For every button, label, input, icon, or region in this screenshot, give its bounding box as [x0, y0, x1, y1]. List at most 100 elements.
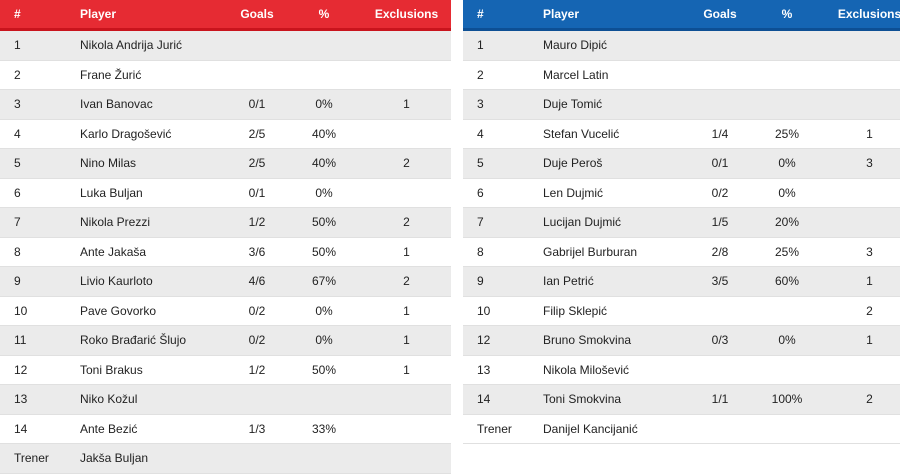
- home-team-stats-table: # Player Goals % Exclusions 1 Nikola Andr…: [0, 0, 451, 474]
- player-goals: 1/2: [228, 207, 286, 238]
- player-exclusions: 2: [825, 296, 900, 326]
- player-exclusions: 3: [825, 237, 900, 267]
- player-percent: 25%: [749, 237, 825, 267]
- player-name: Nino Milas: [80, 148, 228, 179]
- player-exclusions: 1: [825, 119, 900, 149]
- table-row: 10 Filip Sklepić 2: [463, 296, 900, 326]
- player-percent: [749, 355, 825, 385]
- player-percent: 25%: [749, 119, 825, 149]
- player-name: Duje Peroš: [543, 148, 691, 179]
- player-number: 2: [0, 60, 80, 90]
- player-number: 12: [0, 355, 80, 385]
- player-name: Niko Kožul: [80, 384, 228, 415]
- header-player[interactable]: Player: [543, 0, 691, 31]
- player-name: Toni Smokvina: [543, 384, 691, 415]
- header-percent[interactable]: %: [749, 0, 825, 31]
- player-goals: 1/5: [691, 207, 749, 238]
- player-name: Bruno Smokvina: [543, 325, 691, 356]
- player-number: 3: [463, 89, 543, 120]
- table-row: 4 Karlo Dragošević 2/5 40%: [0, 119, 451, 149]
- player-exclusions: [362, 178, 451, 208]
- table-row: 8 Gabrijel Burburan 2/8 25% 3: [463, 237, 900, 267]
- table-row: 12 Bruno Smokvina 0/3 0% 1: [463, 325, 900, 356]
- player-name: Filip Sklepić: [543, 296, 691, 326]
- player-percent: 33%: [286, 414, 362, 444]
- player-goals: 0/2: [691, 178, 749, 208]
- player-number: 8: [0, 237, 80, 267]
- player-name: Marcel Latin: [543, 60, 691, 90]
- header-number[interactable]: #: [0, 0, 80, 31]
- table-row: 8 Ante Jakaša 3/6 50% 1: [0, 237, 451, 267]
- table-row: 14 Toni Smokvina 1/1 100% 2: [463, 384, 900, 415]
- player-name: Frane Žurić: [80, 60, 228, 90]
- player-number: 4: [0, 119, 80, 149]
- player-goals: [228, 29, 286, 61]
- player-exclusions: 3: [825, 148, 900, 179]
- player-name: Gabrijel Burburan: [543, 237, 691, 267]
- player-goals: 1/1: [691, 384, 749, 415]
- player-name: Nikola Andrija Jurić: [80, 29, 228, 61]
- header-goals[interactable]: Goals: [691, 0, 749, 31]
- table-row: 2 Frane Žurić: [0, 60, 451, 90]
- table-row: 6 Len Dujmić 0/2 0%: [463, 178, 900, 208]
- table-row: Trener Jakša Buljan: [0, 443, 451, 474]
- table-row: 3 Duje Tomić: [463, 89, 900, 120]
- player-exclusions: 1: [362, 89, 451, 120]
- header-exclusions[interactable]: Exclusions: [362, 0, 451, 31]
- player-exclusions: 1: [362, 237, 451, 267]
- player-percent: 0%: [286, 178, 362, 208]
- player-number: 3: [0, 89, 80, 120]
- player-number: 9: [0, 266, 80, 297]
- player-name: Jakša Buljan: [80, 443, 228, 474]
- table-row: 13 Niko Kožul: [0, 384, 451, 415]
- header-number[interactable]: #: [463, 0, 543, 31]
- player-exclusions: [362, 119, 451, 149]
- player-goals: [691, 89, 749, 120]
- away-table-header: # Player Goals % Exclusions: [463, 0, 900, 31]
- player-number: 7: [463, 207, 543, 238]
- player-exclusions: [362, 60, 451, 90]
- player-goals: [691, 414, 749, 444]
- player-goals: 0/1: [691, 148, 749, 179]
- player-percent: 0%: [286, 89, 362, 120]
- player-exclusions: [825, 29, 900, 61]
- player-exclusions: 2: [362, 207, 451, 238]
- player-percent: [286, 29, 362, 61]
- player-percent: 0%: [749, 148, 825, 179]
- player-exclusions: [362, 443, 451, 474]
- player-exclusions: [825, 89, 900, 120]
- player-percent: 67%: [286, 266, 362, 297]
- player-percent: 50%: [286, 355, 362, 385]
- player-number: 5: [0, 148, 80, 179]
- player-percent: [286, 60, 362, 90]
- player-goals: 0/1: [228, 178, 286, 208]
- player-percent: [749, 296, 825, 326]
- player-name: Pave Govorko: [80, 296, 228, 326]
- header-exclusions[interactable]: Exclusions: [825, 0, 900, 31]
- player-name: Len Dujmić: [543, 178, 691, 208]
- header-goals[interactable]: Goals: [228, 0, 286, 31]
- player-percent: 0%: [286, 296, 362, 326]
- table-row: 12 Toni Brakus 1/2 50% 1: [0, 355, 451, 385]
- player-exclusions: [825, 207, 900, 238]
- header-player[interactable]: Player: [80, 0, 228, 31]
- header-percent[interactable]: %: [286, 0, 362, 31]
- player-number: 9: [463, 266, 543, 297]
- away-header-row: # Player Goals % Exclusions: [463, 0, 900, 31]
- player-exclusions: 1: [362, 296, 451, 326]
- player-percent: [749, 89, 825, 120]
- player-number: Trener: [463, 414, 543, 444]
- table-row: 14 Ante Bezić 1/3 33%: [0, 414, 451, 444]
- player-goals: 2/5: [228, 148, 286, 179]
- table-row: 7 Nikola Prezzi 1/2 50% 2: [0, 207, 451, 238]
- table-row: 2 Marcel Latin: [463, 60, 900, 90]
- player-name: Livio Kaurloto: [80, 266, 228, 297]
- player-percent: [749, 414, 825, 444]
- player-number: 13: [463, 355, 543, 385]
- player-name: Lucijan Dujmić: [543, 207, 691, 238]
- player-goals: 2/5: [228, 119, 286, 149]
- player-number: Trener: [0, 443, 80, 474]
- player-percent: 50%: [286, 207, 362, 238]
- player-goals: [691, 296, 749, 326]
